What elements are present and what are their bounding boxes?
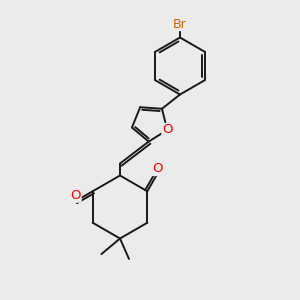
Text: O: O: [70, 189, 81, 202]
Text: O: O: [152, 163, 162, 176]
Text: Br: Br: [173, 17, 187, 31]
Text: O: O: [162, 124, 172, 136]
